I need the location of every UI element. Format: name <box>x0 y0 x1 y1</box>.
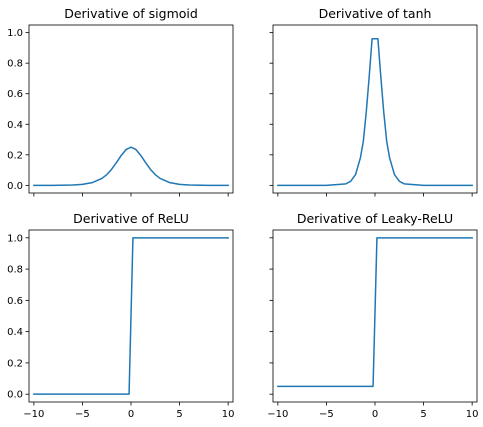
subplot-relu-derivative: Derivative of ReLU −10 −5 0 5 10 0.0 0.2 0.4 0.6… <box>7 211 234 420</box>
x-tick-label: −5 <box>319 409 334 420</box>
y-tick-label: 0.4 <box>7 120 23 131</box>
x-tick-label: −10 <box>267 409 288 420</box>
y-tick-label: 0.8 <box>7 59 23 70</box>
x-tick-label: −10 <box>23 409 44 420</box>
subplot-title: Derivative of ReLU <box>73 211 189 226</box>
x-tick-label: −5 <box>75 409 90 420</box>
x-tick-label: 5 <box>420 409 426 420</box>
y-tick-label: 1.0 <box>7 28 23 39</box>
y-tick-label: 0.8 <box>7 265 23 276</box>
subplot-leaky-relu-derivative: Derivative of Leaky-ReLU −10 −5 0 5 10 <box>267 211 478 420</box>
subplot-title: Derivative of Leaky-ReLU <box>297 211 453 226</box>
x-tick-label: 5 <box>176 409 182 420</box>
x-tick-label: 10 <box>466 409 479 420</box>
subplot-tanh-derivative: Derivative of tanh <box>269 6 478 197</box>
subplot-title: Derivative of tanh <box>319 6 432 21</box>
x-tick-label: 10 <box>222 409 235 420</box>
series-line <box>33 146 229 187</box>
series-line <box>277 237 473 388</box>
y-tick-label: 0.2 <box>7 150 23 161</box>
y-tick-label: 0.6 <box>7 296 23 307</box>
y-tick-label: 0.2 <box>7 358 23 369</box>
y-tick-label: 0.4 <box>7 327 23 338</box>
subplot-sigmoid-derivative: Derivative of sigmoid 0.0 0.2 0.4 0.6 0.8 1.0 <box>7 6 234 197</box>
series-line <box>33 237 229 395</box>
y-tick-label: 0.0 <box>7 181 23 192</box>
axes-frame <box>272 24 478 194</box>
axes-frame <box>28 24 234 194</box>
subplot-title: Derivative of sigmoid <box>64 6 198 21</box>
series-line <box>277 38 473 187</box>
y-tick-label: 1.0 <box>7 233 23 244</box>
y-tick-label: 0.6 <box>7 89 23 100</box>
y-tick-label: 0.0 <box>7 390 23 401</box>
x-tick-label: 0 <box>128 409 134 420</box>
x-tick-label: 0 <box>372 409 378 420</box>
